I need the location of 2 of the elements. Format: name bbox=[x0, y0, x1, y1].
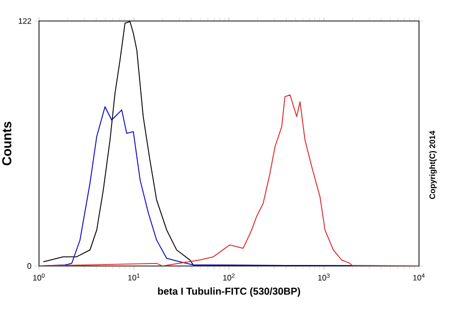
y-axis-title: Counts bbox=[2, 122, 12, 166]
x-axis-title: beta I Tubulin-FITC (530/30BP) bbox=[158, 287, 300, 297]
